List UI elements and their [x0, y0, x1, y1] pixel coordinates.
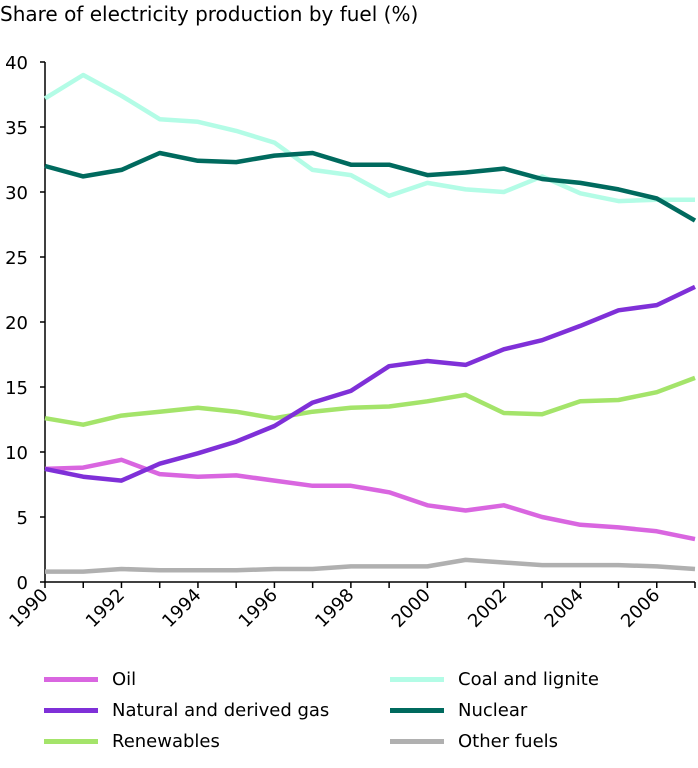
x-tick-label: 1998: [311, 585, 358, 632]
y-tick-label: 25: [5, 248, 28, 269]
y-tick-label: 40: [5, 53, 28, 74]
line-chart: 0 5 10 15 20 25 30 35 40 1990 1992 1994 1996 1998 2000…: [5, 53, 697, 632]
x-tick-label: 1996: [235, 585, 282, 632]
axes: 0 5 10 15 20 25 30 35 40 1990 1992 1994 1996 1998 2000…: [5, 53, 696, 632]
series-line-renewables: [44, 375, 696, 427]
legend-item: Natural and derived gas: [44, 700, 329, 721]
y-tick-label: 20: [5, 313, 28, 334]
legend-item: Other fuels: [390, 731, 558, 752]
x-tick-label: 2002: [464, 585, 511, 632]
legend-swatch: [44, 677, 98, 682]
series-lines: [43, 72, 697, 574]
y-tick-label: 30: [5, 183, 28, 204]
x-tick-label: 1992: [82, 585, 129, 632]
legend-item: Oil: [44, 669, 136, 690]
y-tick-label: 35: [5, 118, 28, 139]
legend-swatch: [390, 677, 444, 682]
legend-swatch: [44, 739, 98, 744]
legend-label: Oil: [112, 669, 137, 690]
legend-label: Nuclear: [458, 700, 528, 721]
legend-item: Renewables: [44, 731, 220, 752]
legend-label: Natural and derived gas: [112, 700, 330, 721]
y-tick-label: 10: [5, 443, 28, 464]
x-tick-label: 1990: [5, 585, 52, 632]
y-tick-label: 5: [17, 508, 28, 529]
y-tick-label: 0: [17, 573, 28, 594]
series-line-nuclear: [44, 150, 697, 223]
x-tick-label: 1994: [158, 585, 205, 632]
legend-label: Renewables: [112, 731, 220, 752]
legend-swatch: [390, 708, 444, 713]
y-tick-label: 15: [5, 378, 28, 399]
series-line-oil: [44, 457, 696, 542]
series-line-other-fuels: [45, 557, 696, 574]
series-line-natural-and-derived-gas: [44, 284, 696, 483]
legend-swatch: [390, 739, 444, 744]
x-tick-label: 2000: [388, 585, 435, 632]
series-line-coal-and-lignite: [43, 72, 695, 204]
legend-item: Nuclear: [390, 700, 527, 721]
chart-title: Share of electricity production by fuel …: [0, 2, 419, 26]
legend-item: Coal and lignite: [390, 669, 599, 690]
x-tick-label: 2006: [617, 585, 664, 632]
legend-label: Coal and lignite: [458, 669, 599, 690]
legend-label: Other fuels: [458, 731, 559, 752]
x-tick-label: 2004: [541, 585, 588, 632]
legend-swatch: [44, 708, 98, 713]
